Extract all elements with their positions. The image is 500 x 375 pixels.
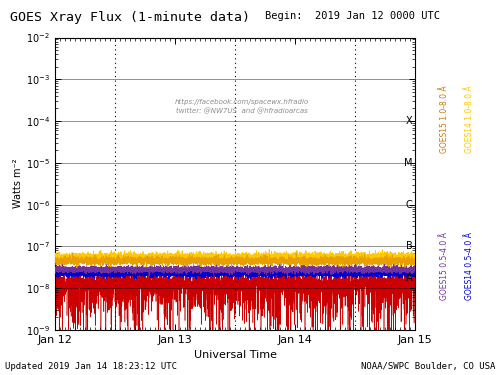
Text: B: B xyxy=(406,242,412,251)
Text: NOAA/SWPC Boulder, CO USA: NOAA/SWPC Boulder, CO USA xyxy=(360,362,495,371)
Text: C: C xyxy=(406,200,412,210)
Text: A: A xyxy=(406,273,412,283)
X-axis label: Universal Time: Universal Time xyxy=(194,350,276,360)
Text: X: X xyxy=(406,116,412,126)
Text: GOES15 0.5-4.0 Å: GOES15 0.5-4.0 Å xyxy=(440,232,449,300)
Text: GOES14 0.5-4.0 Å: GOES14 0.5-4.0 Å xyxy=(465,232,474,300)
Text: GOES14 1.0-8.0 Å: GOES14 1.0-8.0 Å xyxy=(465,86,474,153)
Text: Updated 2019 Jan 14 18:23:12 UTC: Updated 2019 Jan 14 18:23:12 UTC xyxy=(5,362,177,371)
Text: https://facebook.com/spacewx.hfradio: https://facebook.com/spacewx.hfradio xyxy=(175,99,310,105)
Text: M: M xyxy=(404,158,412,168)
Text: Begin:  2019 Jan 12 0000 UTC: Begin: 2019 Jan 12 0000 UTC xyxy=(265,11,440,21)
Y-axis label: Watts m⁻²: Watts m⁻² xyxy=(13,159,23,209)
Text: twitter: @NW7US  and @hfradioarcas: twitter: @NW7US and @hfradioarcas xyxy=(176,107,308,114)
Text: GOES Xray Flux (1-minute data): GOES Xray Flux (1-minute data) xyxy=(10,11,250,24)
Text: GOES15 1.0-8.0 Å: GOES15 1.0-8.0 Å xyxy=(440,86,449,153)
